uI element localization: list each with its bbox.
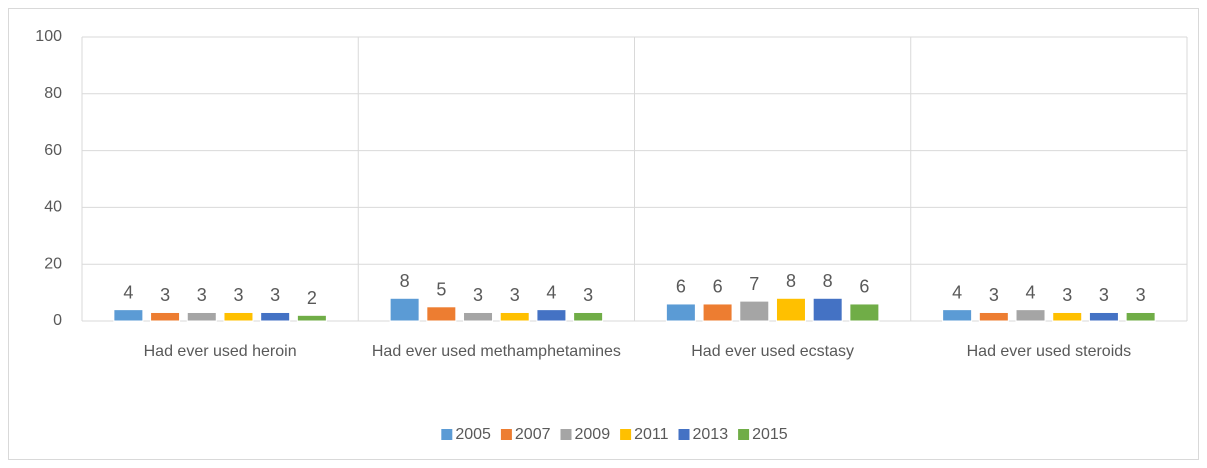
data-label: 3 [1099,285,1109,305]
data-label: 3 [510,285,520,305]
data-label: 4 [1026,282,1036,302]
data-label: 4 [546,282,556,302]
bar [978,311,1009,322]
data-label: 6 [859,277,869,297]
bar [1015,309,1046,322]
data-label: 8 [823,271,833,291]
bar [223,311,254,322]
bar [186,311,217,322]
y-tick-label: 40 [44,199,62,216]
data-label: 6 [676,277,686,297]
bar [296,314,327,322]
x-tick-label: Had ever used methamphetamines [372,343,621,360]
legend-swatch [678,429,690,440]
data-label: 3 [583,285,593,305]
legend-swatch [738,429,750,440]
x-tick-label: Had ever used heroin [144,343,297,360]
legend-swatch [500,429,512,440]
bar [812,297,843,322]
y-tick-label: 100 [35,28,62,45]
data-label: 3 [160,285,170,305]
bar [739,300,770,322]
bar [573,311,604,322]
bar [150,311,181,322]
data-label: 8 [400,271,410,291]
data-label: 4 [123,282,133,302]
x-tick-label: Had ever used steroids [967,343,1132,360]
bar [426,306,457,322]
data-label: 5 [436,280,446,300]
data-label: 3 [270,285,280,305]
y-tick-label: 60 [44,142,62,159]
bar [1088,311,1119,322]
legend-label: 2015 [752,426,788,443]
legend-swatch [441,429,453,440]
data-label: 3 [233,285,243,305]
y-tick-label: 20 [44,255,62,272]
bar [665,303,696,322]
bar [536,309,567,322]
bar [775,297,806,322]
legend-label: 2013 [693,426,729,443]
bar [1125,311,1156,322]
bar [942,309,973,322]
data-label: 3 [197,285,207,305]
y-tick-label: 0 [53,312,62,329]
legend-swatch [620,429,632,440]
data-label: 6 [713,277,723,297]
bar [463,311,494,322]
y-tick-label: 80 [44,85,62,102]
bar [1052,311,1083,322]
bar [849,303,880,322]
data-label: 2 [307,288,317,308]
x-tick-label: Had ever used ecstasy [691,343,854,360]
bar [113,309,144,322]
data-label: 8 [786,271,796,291]
data-label: 3 [1062,285,1072,305]
legend-swatch [560,429,572,440]
bar [389,297,420,322]
bar [499,311,530,322]
legend-label: 2005 [455,426,491,443]
bar [260,311,291,322]
chart-border [8,8,1199,460]
legend-label: 2009 [575,426,611,443]
data-label: 3 [1136,285,1146,305]
data-label: 7 [749,274,759,294]
legend-label: 2007 [515,426,551,443]
legend-label: 2011 [634,426,669,443]
data-label: 4 [952,282,962,302]
data-label: 3 [473,285,483,305]
bar [702,303,733,322]
data-label: 3 [989,285,999,305]
